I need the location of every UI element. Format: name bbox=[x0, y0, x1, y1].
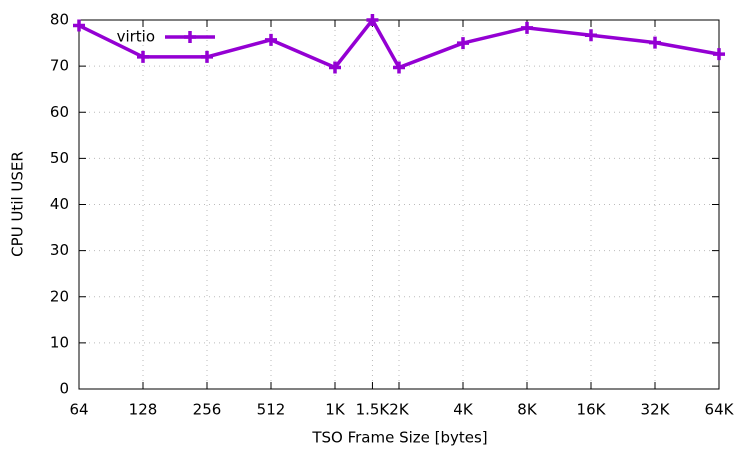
x-tick-label: 16K bbox=[577, 401, 607, 419]
x-tick-label: 2K bbox=[389, 401, 410, 419]
y-tick-label: 50 bbox=[50, 149, 69, 167]
data-point bbox=[649, 36, 661, 49]
legend-marker bbox=[184, 31, 196, 43]
x-tick-label: 128 bbox=[129, 401, 158, 419]
x-tick-label: 8K bbox=[517, 401, 538, 419]
y-tick-label: 20 bbox=[50, 287, 69, 305]
x-axis-label: TSO Frame Size [bytes] bbox=[311, 429, 487, 447]
data-point bbox=[521, 21, 533, 34]
y-tick-label: 80 bbox=[50, 11, 69, 29]
data-point bbox=[393, 61, 405, 74]
y-tick-label: 60 bbox=[50, 103, 69, 121]
legend-label: virtio bbox=[117, 28, 155, 46]
data-point bbox=[713, 48, 725, 61]
x-tick-label: 1K bbox=[325, 401, 346, 419]
y-tick-label: 10 bbox=[50, 333, 69, 351]
data-point bbox=[137, 50, 149, 63]
x-tick-label: 512 bbox=[257, 401, 286, 419]
data-point bbox=[329, 61, 341, 74]
x-tick-label: 64K bbox=[705, 401, 735, 419]
x-tick-label: 4K bbox=[453, 401, 474, 419]
data-point bbox=[265, 33, 277, 46]
y-tick-label: 40 bbox=[50, 195, 69, 213]
data-point bbox=[585, 29, 597, 42]
data-point bbox=[201, 50, 213, 63]
data-point bbox=[73, 19, 85, 32]
y-tick-label: 30 bbox=[50, 241, 69, 259]
y-axis-label: CPU Util USER bbox=[9, 151, 27, 257]
data-point bbox=[457, 37, 469, 50]
x-tick-label: 1.5K bbox=[356, 401, 391, 419]
y-tick-label: 70 bbox=[50, 57, 69, 75]
x-tick-label: 32K bbox=[641, 401, 671, 419]
y-tick-label: 0 bbox=[59, 380, 69, 398]
series-line bbox=[78, 18, 720, 70]
plot-border bbox=[78, 19, 720, 390]
data-point bbox=[366, 14, 379, 26]
x-tick-label: 256 bbox=[193, 401, 222, 419]
x-tick-label: 64 bbox=[69, 401, 88, 419]
